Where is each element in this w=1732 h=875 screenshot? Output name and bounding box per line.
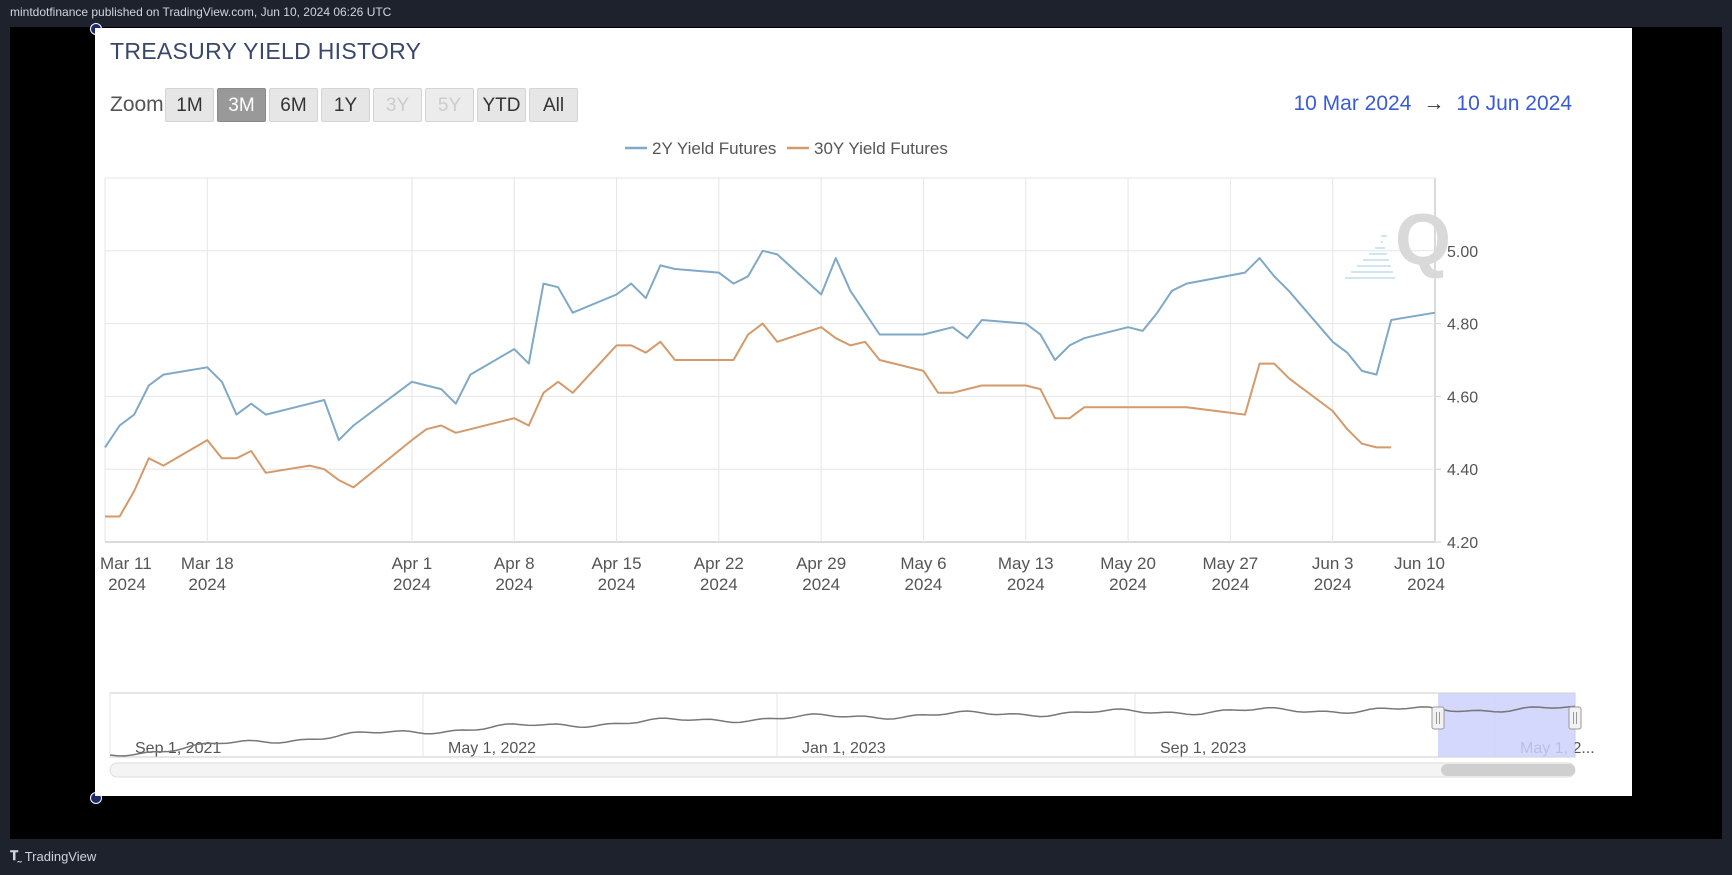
zoom-button-ytd[interactable]: YTD [477,88,526,122]
date-range: 10 Mar 2024 → 10 Jun 2024 [1293,92,1572,116]
series-line-30y [105,322,1392,518]
navigator-selected-line [1443,705,1576,713]
navigator [109,692,1576,758]
x-tick-year-label: 2024 [188,575,226,594]
scrollbar-track[interactable] [109,762,1576,778]
footer: 𝐓˷ TradingView [10,848,96,864]
x-tick-label: Jun 10 [1394,554,1445,573]
x-tick-year-label: 2024 [905,575,943,594]
x-tick-year-label: 2024 [1211,575,1249,594]
navigator-label: Sep 1, 2023 [1160,740,1246,757]
navigator-handle-right[interactable] [1568,706,1582,730]
x-tick-label: Apr 15 [591,554,641,573]
zoom-button-3y: 3Y [373,88,422,122]
series-line-2y [104,249,1436,448]
scrollbar-thumb[interactable] [1441,764,1575,776]
navigator-series-line [109,705,1576,757]
y-tick-label: 4.80 [1447,317,1478,334]
navigator-label: Jan 1, 2023 [802,740,886,757]
x-tick-label: May 27 [1203,554,1259,573]
range-from[interactable]: 10 Mar 2024 [1293,92,1412,115]
x-tick-label: Jun 3 [1312,554,1354,573]
footer-brand: TradingView [24,848,97,864]
y-tick-label: 5.00 [1447,244,1478,261]
zoom-button-3m[interactable]: 3M [217,88,266,122]
x-tick-label: Mar 18 [181,554,234,573]
chart-card: TREASURY YIELD HISTORY Zoom 1M 3M 6M 1Y 3Y 5Y… [95,28,1632,796]
x-tick-label: Mar 11 [100,554,152,573]
x-tick-year-label: 2024 [1407,575,1445,594]
range-to[interactable]: 10 Jun 2024 [1456,92,1572,115]
x-tick-year-label: 2024 [393,575,431,594]
navigator-selection[interactable] [1438,693,1575,757]
x-tick-year-label: 2024 [495,575,533,594]
legend-item-30y[interactable]: 30Y Yield Futures [814,139,948,158]
navigator-handle-left[interactable] [1431,706,1445,730]
yield-chart: 4.20 4.40 4.60 4.80 5.00 Mar 11 2024 Mar 18 2024… [100,139,1595,778]
y-tick-label: 4.60 [1447,389,1478,406]
watermark-logo-icon: Q [1395,200,1451,280]
zoom-button-5y: 5Y [425,88,474,122]
x-tick-year-label: 2024 [802,575,840,594]
zoom-button-all[interactable]: All [529,88,578,122]
x-tick-label: Apr 8 [494,554,535,573]
navigator-label: May 1, 2022 [448,740,536,757]
publisher-line: mintdotfinance published on TradingView.… [10,5,392,19]
x-tick-year-label: 2024 [1109,575,1147,594]
zoom-button-1m[interactable]: 1M [165,88,214,122]
chart-title: TREASURY YIELD HISTORY [110,38,422,64]
zoom-button-6m[interactable]: 6M [269,88,318,122]
x-tick-label: May 20 [1100,554,1156,573]
x-tick-label: May 6 [900,554,946,573]
tradingview-logo-icon: 𝐓˷ [10,848,22,863]
y-tick-label: 4.40 [1447,462,1478,479]
zoom-button-1y[interactable]: 1Y [321,88,370,122]
y-tick-label: 4.20 [1447,535,1478,552]
x-tick-year-label: 2024 [598,575,636,594]
x-tick-label: May 13 [998,554,1054,573]
x-tick-year-label: 2024 [108,575,146,594]
navigator-label: Sep 1, 2021 [135,740,221,757]
x-tick-year-label: 2024 [700,575,738,594]
x-tick-year-label: 2024 [1314,575,1352,594]
range-arrow-icon: → [1423,92,1445,115]
zoom-label: Zoom [110,93,164,116]
x-tick-label: Apr 29 [796,554,846,573]
x-tick-label: Apr 1 [392,554,433,573]
x-tick-label: Apr 22 [694,554,744,573]
x-tick-year-label: 2024 [1007,575,1045,594]
legend-item-2y[interactable]: 2Y Yield Futures [652,139,776,158]
